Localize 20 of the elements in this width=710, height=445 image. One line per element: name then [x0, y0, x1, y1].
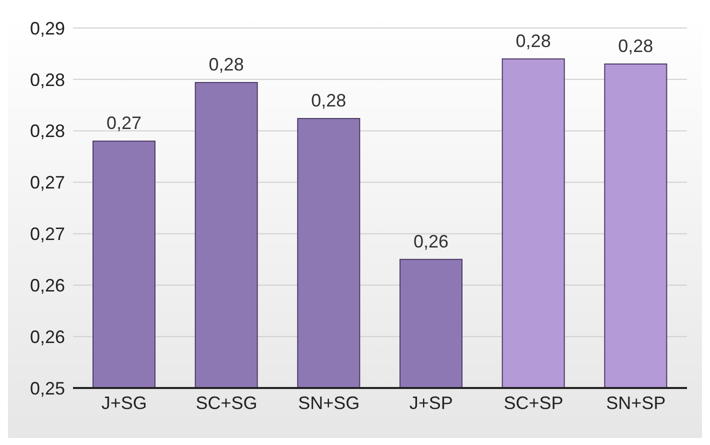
y-tick-label: 0,28 [30, 121, 65, 142]
y-tick-label: 0,26 [30, 276, 65, 296]
x-tick-label: J+SP [409, 392, 453, 413]
y-tick-label: 0,26 [30, 326, 65, 347]
x-tick-label: J+SG [101, 392, 147, 413]
data-label: 0,27 [106, 113, 142, 134]
y-tick-label: 0,28 [30, 70, 65, 90]
x-tick-label: SN+SG [298, 392, 360, 413]
data-label: 0,26 [413, 231, 449, 252]
y-tick-label: 0,27 [30, 172, 65, 193]
data-label: 0,28 [311, 90, 346, 111]
y-tick-label: 0,29 [30, 18, 65, 38]
data-label: 0,28 [208, 54, 244, 75]
y-tick-label: 0,27 [30, 224, 65, 244]
y-tick-label: 0,25 [30, 378, 65, 398]
x-tick-label: SN+SP [606, 392, 666, 413]
x-tick-label: SC+SG [196, 392, 258, 413]
x-tick-label: SC+SP [504, 392, 564, 413]
data-label: 0,28 [618, 36, 654, 56]
data-label: 0,28 [516, 30, 551, 51]
